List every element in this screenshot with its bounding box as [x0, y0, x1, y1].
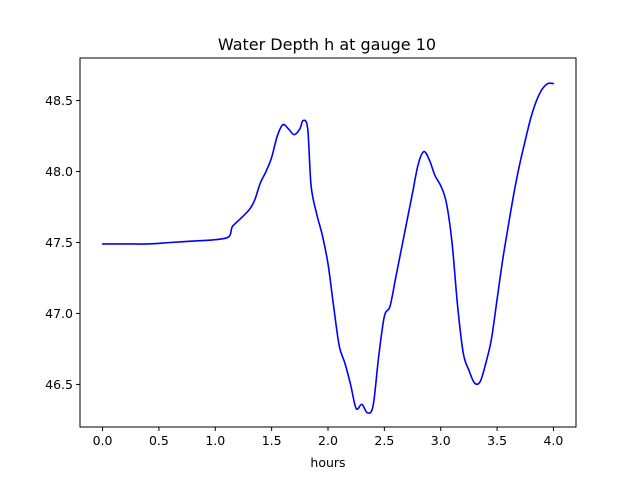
- y-axis: 46.5 47.0 47.5 48.0 48.5: [45, 93, 80, 392]
- x-tick-label: 1.5: [262, 433, 282, 448]
- x-tick-label: 2.5: [374, 433, 394, 448]
- x-tick-label: 0.5: [149, 433, 169, 448]
- y-tick-label: 47.5: [45, 235, 73, 250]
- x-tick-label: 3.0: [431, 433, 451, 448]
- x-axis: 0.0 0.5 1.0 1.5 2.0 2.5 3.0 3.5 4.0: [93, 427, 564, 448]
- y-tick-label: 48.5: [45, 93, 73, 108]
- water-depth-line: [101, 82, 555, 414]
- plot-frame: [79, 57, 577, 428]
- y-tick-label: 47.0: [45, 306, 73, 321]
- x-tick-label: 3.5: [487, 433, 507, 448]
- x-tick-label: 1.0: [205, 433, 225, 448]
- y-tick-label: 46.5: [45, 377, 73, 392]
- x-tick-label: 4.0: [544, 433, 564, 448]
- x-tick-label: 0.0: [93, 433, 113, 448]
- x-axis-label: hours: [310, 455, 345, 470]
- chart-title: Water Depth h at gauge 10: [218, 35, 436, 54]
- y-tick-label: 48.0: [45, 164, 73, 179]
- x-tick-label: 2.0: [318, 433, 338, 448]
